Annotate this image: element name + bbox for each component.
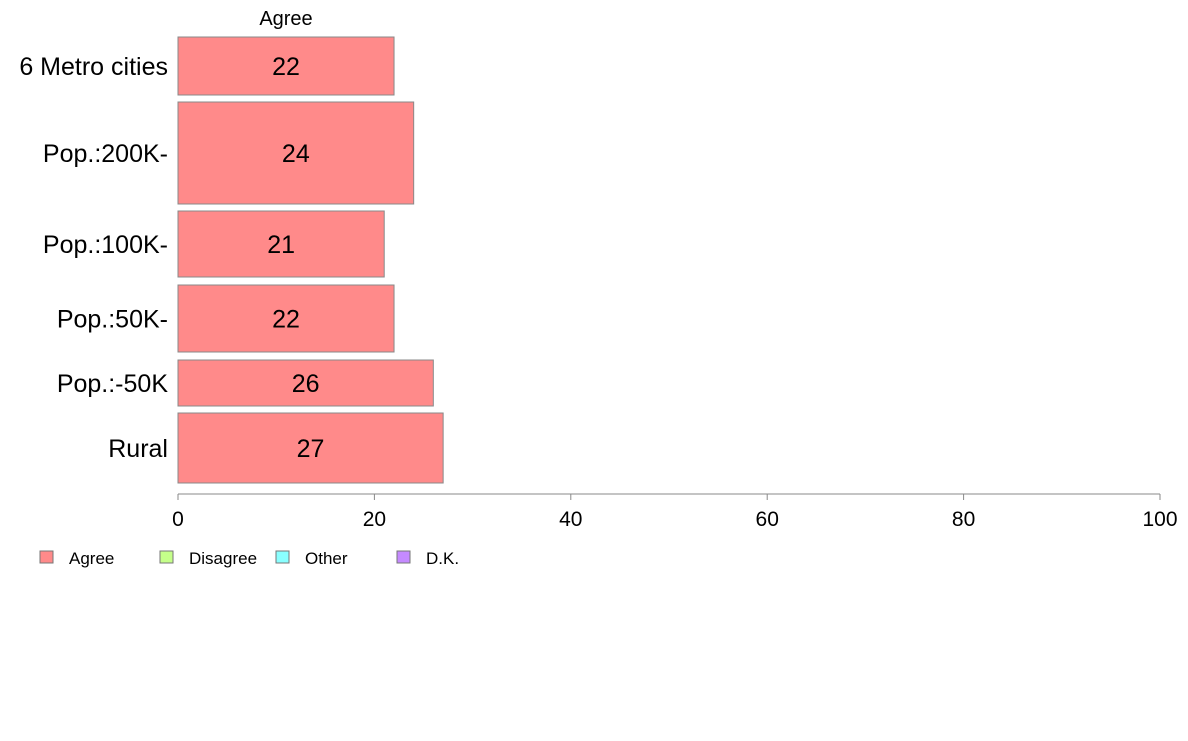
category-label: Pop.:-50K [57,370,169,398]
category-label: Pop.:100K- [43,231,168,259]
x-tick-label: 40 [559,508,582,531]
bar-pop-100k- [177,210,385,278]
x-tick-label: 20 [363,508,386,531]
category-label: Pop.:200K- [43,140,168,168]
bar-pop-50k- [177,284,395,353]
category-label: Pop.:50K- [57,306,168,334]
x-tick-label: 0 [172,508,184,531]
legend-swatch-disagree [159,550,174,564]
x-tick-label: 80 [952,508,975,531]
category-label: Rural [108,435,168,463]
bar-value-label: 21 [267,231,295,259]
legend-label: Other [305,549,348,568]
legend-swatch-other [275,550,290,564]
panel-title: Agree [259,8,312,30]
bar-pop-200k- [177,101,415,205]
bar-value-label: 24 [282,140,310,168]
legend-swatch-d-k- [396,550,411,564]
bar-value-label: 22 [272,53,300,81]
bar-value-label: 26 [292,370,320,398]
bar-value-label: 27 [297,435,325,463]
legend-swatch-agree [39,550,54,564]
bar-6-metro-cities [177,36,395,96]
bars-layer: 6 Metro cities 22 Pop.:200K- 24 Pop.:100K- 21… [19,36,444,484]
legend-label: D.K. [426,549,459,568]
category-label: 6 Metro cities [19,53,168,81]
bar-rural [177,412,444,484]
legend: Agree Disagree Other D.K. [39,549,459,568]
x-axis: 0 20 40 60 80 100 [172,493,1178,531]
legend-label: Agree [69,549,114,568]
x-tick-label: 60 [756,508,779,531]
bar-value-label: 22 [272,306,300,334]
legend-label: Disagree [189,549,257,568]
x-tick-label: 100 [1142,508,1177,531]
bar-pop-50k [177,359,434,407]
